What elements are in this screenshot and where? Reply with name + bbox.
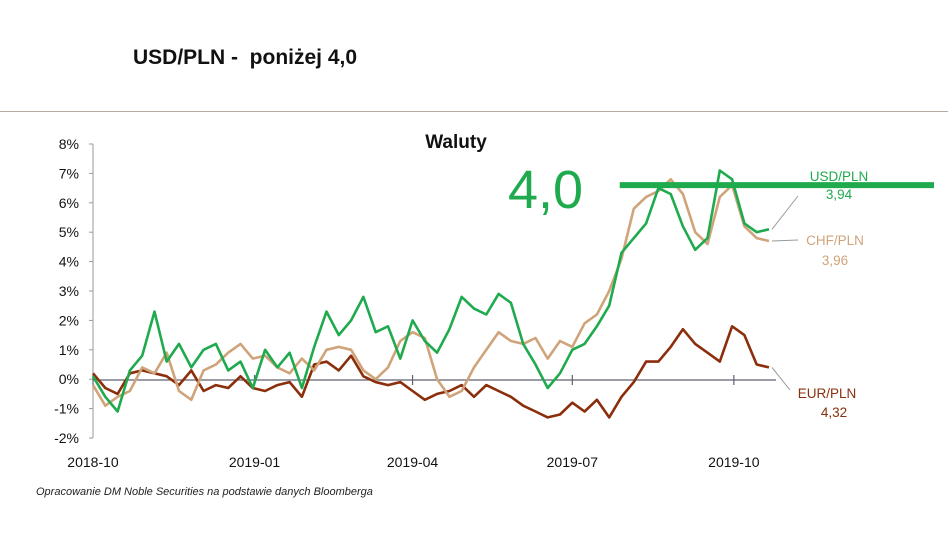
- x-tick-label: 2019-07: [547, 454, 599, 470]
- y-tick-label: 0%: [59, 371, 79, 387]
- annotation-layer: 4,0: [508, 160, 934, 220]
- series-layer: [91, 169, 770, 419]
- series-line-chf-pln: [91, 178, 770, 407]
- series-name-usd-pln: USD/PLN: [810, 169, 869, 184]
- series-line-eur-pln: [92, 325, 770, 419]
- x-axis: 2018-10 2019-01 2019-04 2019-07 2019-10: [67, 375, 776, 470]
- y-tick-label: 3%: [59, 283, 79, 299]
- series-name-chf-pln: CHF/PLN: [806, 233, 864, 248]
- y-tick-label: -2%: [54, 430, 79, 446]
- series-value-eur-pln: 4,32: [821, 405, 847, 420]
- x-tick-label: 2019-01: [229, 454, 281, 470]
- y-tick-label: 6%: [59, 195, 79, 211]
- y-tick-label: 5%: [59, 224, 79, 240]
- page-title: USD/PLN - poniżej 4,0: [133, 46, 358, 69]
- source-note: Opracowanie DM Noble Securities na podst…: [36, 486, 373, 498]
- chart-title: Waluty: [425, 132, 487, 153]
- y-tick-label: 1%: [59, 342, 79, 358]
- x-tick-label: 2018-10: [67, 454, 119, 470]
- y-tick-label: 7%: [59, 165, 79, 181]
- y-axis: -2% -1% 0% 1% 2% 3% 4% 5% 6% 7% 8%: [54, 136, 94, 446]
- y-tick-label: -1%: [54, 401, 79, 417]
- series-name-eur-pln: EUR/PLN: [798, 386, 857, 401]
- x-tick-label: 2019-10: [708, 454, 760, 470]
- series-leader-chf-pln: [771, 239, 799, 242]
- series-line-usd-pln: [91, 169, 770, 413]
- series-leader-eur-pln: [771, 367, 791, 391]
- y-tick-label: 2%: [59, 312, 79, 328]
- y-tick-label: 8%: [59, 136, 79, 152]
- series-value-usd-pln: 3,94: [826, 187, 853, 202]
- y-tick-label: 4%: [59, 254, 79, 270]
- series-labels: USD/PLN 3,94 CHF/PLN 3,96 EUR/PLN 4,32: [771, 169, 869, 420]
- series-leader-usd-pln: [771, 195, 799, 230]
- x-tick-label: 2019-04: [387, 454, 439, 470]
- header-divider: [0, 111, 948, 112]
- level-annotation: 4,0: [508, 160, 583, 220]
- series-value-chf-pln: 3,96: [822, 253, 848, 268]
